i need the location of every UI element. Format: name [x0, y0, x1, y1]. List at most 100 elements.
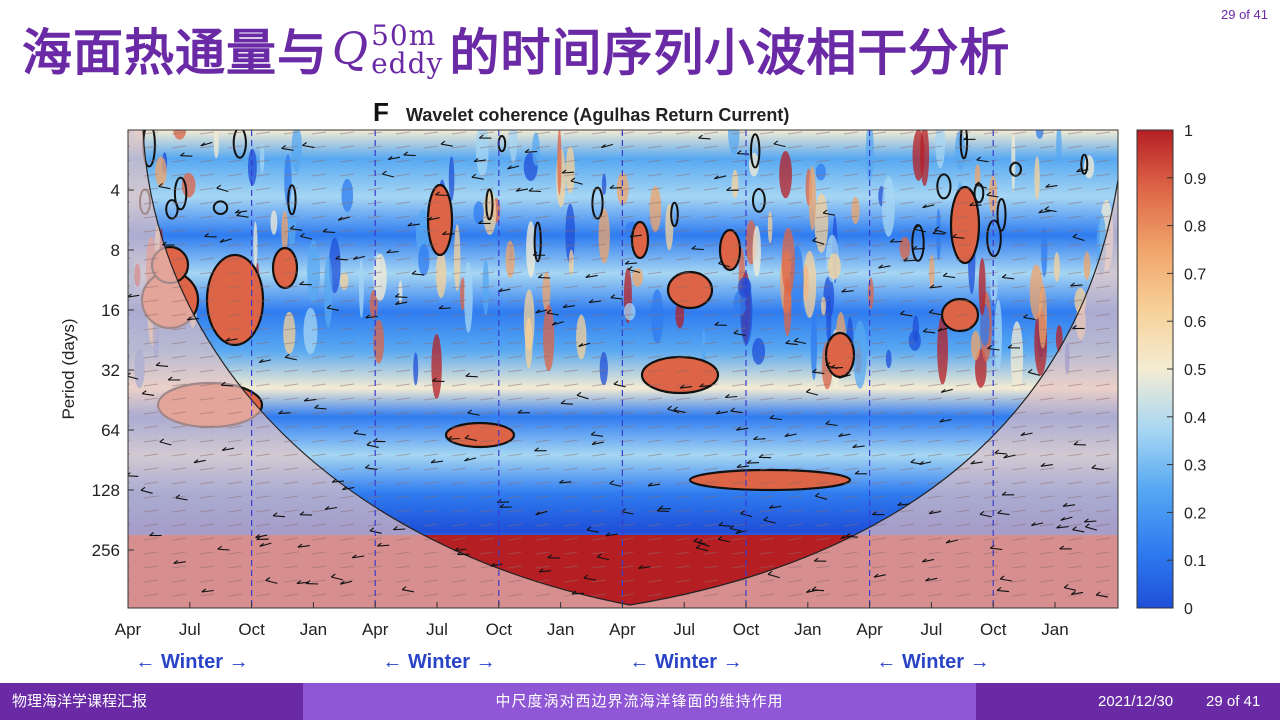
title-text-after: 的时间序列小波相干分析	[449, 24, 1011, 82]
title-q-symbol: Q	[332, 23, 370, 75]
phase-arrow	[986, 191, 999, 198]
phase-arrow	[773, 140, 786, 148]
phase-arrow	[386, 249, 399, 254]
phase-arrow	[873, 573, 886, 578]
phase-arrow	[811, 586, 825, 592]
colorbar-tick-label: 0.9	[1184, 171, 1206, 188]
x-tick-label: Apr	[609, 620, 636, 639]
phase-arrow	[365, 314, 378, 319]
phase-arrow	[726, 186, 739, 191]
phase-arrow	[471, 173, 484, 180]
phase-arrow	[546, 309, 559, 316]
phase-arrow	[300, 232, 313, 240]
phase-arrow	[551, 321, 564, 326]
phase-arrow	[997, 509, 1010, 516]
phase-arrow	[585, 274, 598, 279]
footer-bar: 物理海洋学课程汇报 中尺度涡对西边界流海洋锋面的维持作用 2021/12/30 …	[0, 683, 1280, 720]
phase-arrow	[537, 274, 551, 279]
phase-arrow	[1031, 522, 1044, 527]
phase-arrow	[278, 410, 291, 415]
phase-arrow	[736, 426, 749, 431]
phase-arrow	[912, 245, 925, 250]
phase-arrow	[715, 410, 728, 415]
phase-arrow	[673, 406, 686, 413]
phase-arrow	[698, 134, 711, 140]
colorbar-tick-label: 0.6	[1184, 314, 1206, 331]
phase-arrow	[265, 577, 278, 584]
phase-arrow	[560, 399, 574, 405]
phase-arrow	[647, 482, 661, 487]
phase-arrow	[167, 376, 181, 381]
phase-arrow	[535, 309, 548, 314]
y-axis-label: Period (days)	[59, 318, 78, 419]
phase-arrow	[578, 342, 591, 348]
phase-arrow	[535, 510, 548, 516]
y-tick-label: 4	[111, 181, 120, 200]
x-tick-label: Jul	[179, 620, 201, 639]
phase-arrow	[559, 479, 572, 484]
phase-arrow	[220, 381, 234, 387]
phase-arrow	[591, 441, 604, 446]
phase-arrow	[507, 165, 520, 170]
phase-arrow	[464, 457, 477, 462]
phase-arrow	[225, 337, 238, 342]
phase-arrow	[854, 470, 868, 475]
phase-arrow	[610, 294, 623, 300]
phase-arrow	[830, 364, 843, 369]
phase-arrow	[173, 559, 186, 564]
phase-arrow	[297, 543, 310, 548]
phase-arrow	[454, 547, 467, 552]
phase-arrow	[1076, 168, 1089, 173]
phase-arrow	[822, 209, 835, 216]
phase-arrow	[969, 201, 982, 206]
y-tick-label: 256	[92, 541, 120, 560]
phase-arrow	[903, 257, 916, 262]
phase-arrow	[976, 156, 989, 163]
phase-arrow	[1045, 183, 1058, 188]
x-tick-label: Jul	[673, 620, 695, 639]
phase-arrow	[952, 233, 965, 239]
phase-arrow	[186, 316, 200, 321]
phase-arrow	[805, 388, 819, 396]
cone-of-influence-curve	[142, 130, 1118, 606]
phase-arrow	[913, 225, 927, 233]
phase-arrow	[932, 230, 945, 235]
phase-arrow	[695, 544, 709, 552]
title-text-before: 海面热通量与	[22, 24, 328, 82]
phase-arrow	[999, 575, 1012, 582]
phase-arrow	[180, 152, 193, 157]
phase-arrow	[718, 521, 731, 527]
phase-arrow	[1020, 432, 1033, 437]
phase-arrow	[793, 337, 807, 345]
phase-arrow	[314, 404, 327, 410]
phase-arrow	[447, 435, 460, 440]
phase-arrow	[979, 510, 992, 518]
phase-arrow	[326, 304, 340, 311]
phase-arrow	[1095, 591, 1109, 598]
phase-arrow	[387, 156, 401, 161]
title-q-subscript: eddy	[371, 47, 444, 80]
phase-arrow	[162, 241, 175, 246]
phase-arrow-layer	[128, 134, 1109, 598]
phase-arrow	[996, 586, 1010, 593]
phase-arrow	[342, 486, 355, 491]
y-tick-label: 128	[92, 481, 120, 500]
colorbar-ticks: 1 0.9 0.8 0.7 0.6 0.5 0.4 0.3 0.2 0.1 0	[1167, 123, 1206, 618]
phase-arrow	[478, 134, 492, 139]
phase-arrow	[234, 209, 248, 214]
x-tick-label: Apr	[362, 620, 389, 639]
phase-arrow	[464, 434, 477, 442]
phase-arrow	[392, 526, 406, 531]
phase-arrow	[939, 418, 952, 423]
phase-arrow	[255, 534, 268, 539]
phase-arrow	[324, 505, 338, 510]
phase-arrow	[303, 397, 317, 402]
phase-arrow	[435, 191, 448, 197]
phase-arrow	[330, 573, 344, 581]
phase-arrow	[524, 148, 538, 153]
phase-arrow	[141, 390, 155, 396]
phase-arrow	[1027, 368, 1040, 376]
phase-arrow	[729, 525, 742, 532]
phase-arrow	[532, 251, 546, 256]
phase-arrow	[473, 158, 487, 163]
